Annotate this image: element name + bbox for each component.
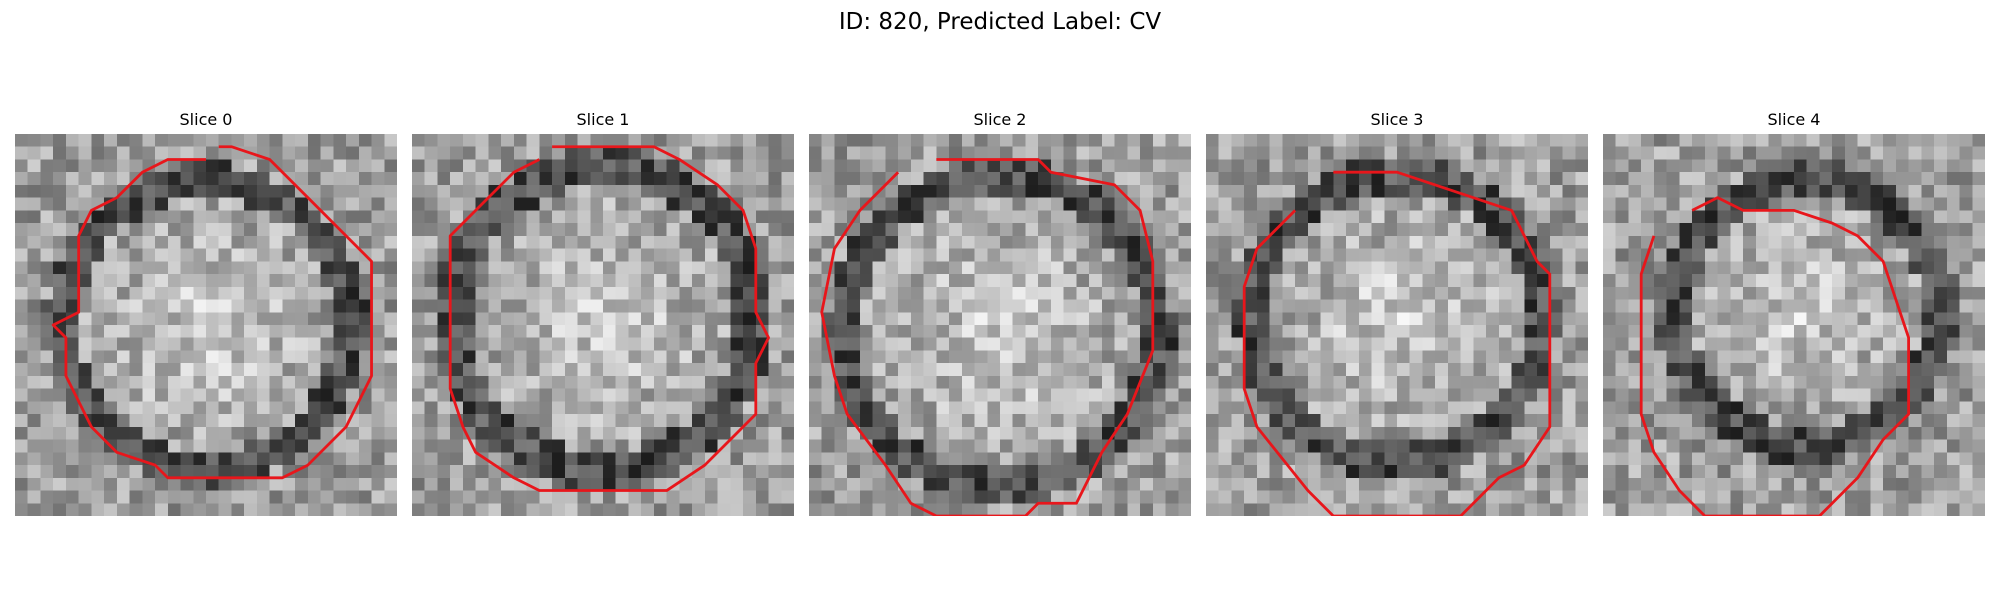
slice-title: Slice 3 bbox=[1370, 110, 1424, 129]
slice-image-3 bbox=[1206, 134, 1588, 516]
slice-image-2 bbox=[809, 134, 1191, 516]
slice-image-0 bbox=[15, 134, 397, 516]
segmentation-contour bbox=[1242, 170, 1552, 516]
slice-title: Slice 1 bbox=[576, 110, 630, 129]
slice-panel-4: Slice 4 bbox=[1603, 108, 1985, 516]
slice-panel-3: Slice 3 bbox=[1206, 108, 1588, 516]
slice-title: Slice 0 bbox=[179, 110, 233, 129]
segmentation-contour bbox=[448, 145, 770, 492]
slice-panel-0: Slice 0 bbox=[15, 108, 397, 516]
segmentation-contour bbox=[51, 145, 373, 480]
slice-title: Slice 4 bbox=[1767, 110, 1821, 129]
slice-title: Slice 2 bbox=[973, 110, 1027, 129]
slice-image-4 bbox=[1603, 134, 1985, 516]
slice-panel-2: Slice 2 bbox=[809, 108, 1191, 516]
figure-title: ID: 820, Predicted Label: CV bbox=[838, 9, 1162, 35]
segmentation-contour bbox=[1639, 196, 1911, 516]
slice-image-1 bbox=[412, 134, 794, 516]
slice-panel-1: Slice 1 bbox=[412, 108, 794, 516]
segmentation-contour bbox=[820, 158, 1155, 516]
